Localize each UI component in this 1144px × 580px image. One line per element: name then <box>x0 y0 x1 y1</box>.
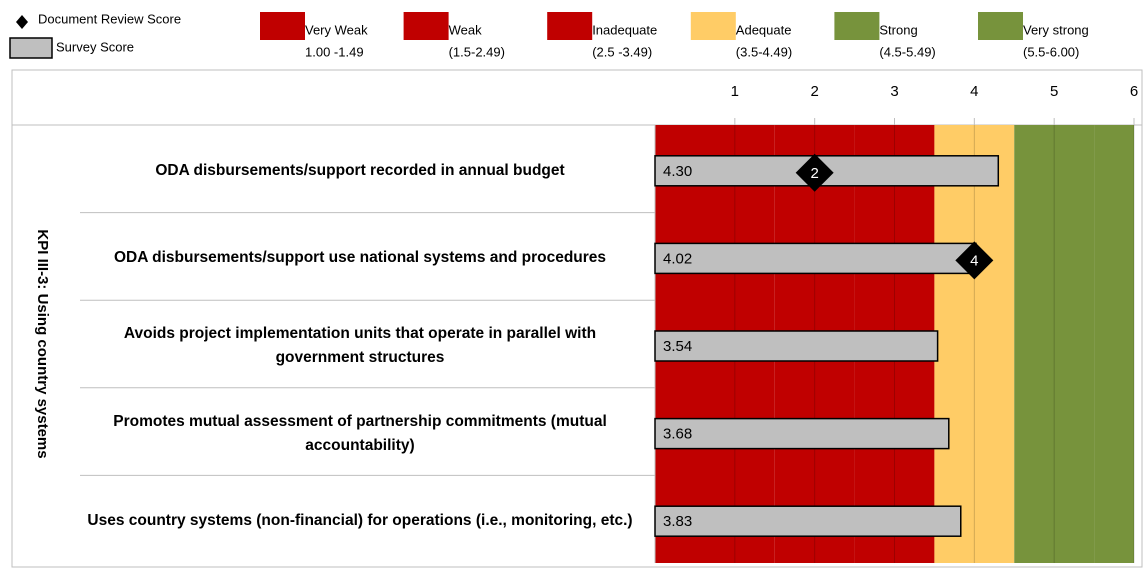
band-legend-name: Weak <box>449 22 482 37</box>
x-tick-label: 1 <box>731 83 739 100</box>
bar <box>654 417 950 450</box>
band <box>934 125 1015 563</box>
band-legend-swatch <box>690 12 736 40</box>
x-tick-label: 6 <box>1130 83 1138 100</box>
value-label: 4.02 <box>663 250 692 267</box>
band-legend-range: (1.5-2.49) <box>449 44 505 59</box>
value-label: 4.30 <box>663 163 692 180</box>
band-legend-swatch <box>834 12 880 40</box>
value-label: 3.54 <box>663 338 692 355</box>
band <box>1014 125 1095 563</box>
category-label: Avoids project implementation units that… <box>123 325 597 366</box>
legend-label: Survey Score <box>56 39 134 54</box>
legend-diamond <box>16 15 28 29</box>
band-legend-name: Adequate <box>736 22 792 37</box>
category-label: ODA disbursements/support recorded in an… <box>155 161 565 179</box>
category-label: Uses country systems (non-financial) for… <box>87 512 633 530</box>
band-legend-range: 1.00 -1.49 <box>305 44 364 59</box>
value-label: 3.68 <box>663 426 692 443</box>
legend-label: Document Review Score <box>38 11 181 26</box>
band-legend-range: (4.5-5.49) <box>879 44 935 59</box>
band <box>1094 125 1134 563</box>
band-legend-name: Strong <box>879 22 917 37</box>
category-label: ODA disbursements/support use national s… <box>113 249 607 267</box>
frame <box>11 69 1143 568</box>
band-legend-swatch <box>260 12 305 40</box>
x-tick-label: 5 <box>1050 83 1058 100</box>
marker-label: 4 <box>970 252 978 269</box>
diamond-marker <box>955 241 994 280</box>
band-legend-name: Very Weak <box>305 22 368 37</box>
x-tick-label: 2 <box>810 83 818 100</box>
band-legend-name: Inadequate <box>592 22 657 37</box>
band-legend-range: (2.5 -3.49) <box>592 44 652 59</box>
band-legend-swatch <box>547 12 593 40</box>
marker-label: 2 <box>810 165 818 182</box>
legend-swatch <box>9 37 53 59</box>
band-legend-range: (5.5-6.00) <box>1023 44 1079 59</box>
group-label: KPI III-3: Using country systems <box>34 229 51 458</box>
diamond-marker <box>795 153 834 192</box>
x-tick-label: 4 <box>970 83 978 100</box>
band-legend-name: Very strong <box>1023 22 1089 37</box>
band-legend-swatch <box>978 12 1023 40</box>
value-label: 3.83 <box>663 513 692 530</box>
band-legend-range: (3.5-4.49) <box>736 44 792 59</box>
bar <box>654 242 977 275</box>
x-tick-label: 3 <box>890 83 898 100</box>
bar <box>654 330 939 362</box>
bar <box>654 505 962 537</box>
band-legend-swatch <box>403 12 449 40</box>
category-label: Promotes mutual assessment of partnershi… <box>113 412 607 454</box>
